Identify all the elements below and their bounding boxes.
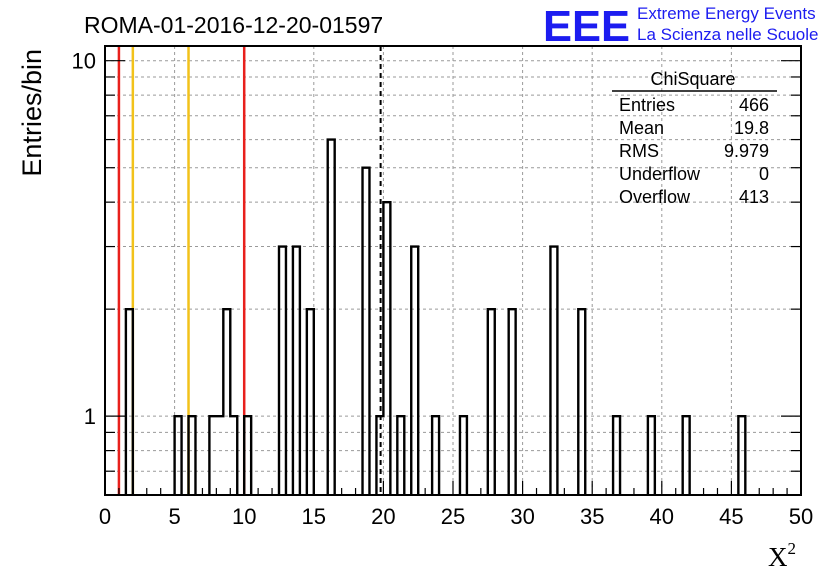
- histogram-outline: [124, 138, 747, 495]
- x-tick-label: 30: [510, 504, 534, 529]
- stats-value: 9.979: [724, 141, 769, 161]
- stats-value: 466: [739, 95, 769, 115]
- x-tick-labels: 0 5 10 15 20 25 30 35 40 45 50: [99, 504, 813, 529]
- axis-ticks: [104, 60, 802, 496]
- chart-title: ROMA-01-2016-12-20-01597: [84, 12, 383, 38]
- y-tick-label: 1: [84, 404, 96, 429]
- stats-value: 19.8: [734, 118, 769, 138]
- logo-line-2: La Scienza nelle Scuole: [637, 25, 818, 44]
- stats-box-title: ChiSquare: [650, 69, 735, 89]
- x-tick-label: 50: [789, 504, 813, 529]
- x-tick-label: 40: [650, 504, 674, 529]
- y-tick-label: 10: [72, 49, 96, 74]
- stats-value: 0: [759, 164, 769, 184]
- x-axis-label-superscript: 2: [788, 539, 797, 558]
- stats-value: 413: [739, 187, 769, 207]
- stats-label: Mean: [619, 118, 664, 138]
- x-tick-label: 15: [302, 504, 326, 529]
- stats-label: RMS: [619, 141, 659, 161]
- x-tick-label: 20: [371, 504, 395, 529]
- logo-mark: EEE: [543, 2, 630, 51]
- stats-box: ChiSquare Entries 466 Mean 19.8 RMS 9.979 Unde…: [612, 69, 777, 207]
- x-axis-label-symbol: X: [768, 542, 788, 572]
- y-axis-label: Entries/bin: [17, 49, 47, 177]
- logo-line-1: Extreme Energy Events: [637, 4, 816, 23]
- x-tick-label: 10: [232, 504, 256, 529]
- x-tick-label: 5: [168, 504, 180, 529]
- stats-box-rows: Entries 466 Mean 19.8 RMS 9.979 Underflow 0 Over…: [619, 95, 769, 207]
- x-tick-label: 0: [99, 504, 111, 529]
- stats-label: Overflow: [619, 187, 691, 207]
- x-tick-label: 25: [441, 504, 465, 529]
- stats-label: Underflow: [619, 164, 701, 184]
- x-tick-label: 45: [719, 504, 743, 529]
- x-axis-label: X2: [768, 539, 796, 572]
- y-tick-labels: 1 10: [72, 49, 96, 429]
- stats-label: Entries: [619, 95, 675, 115]
- eee-logo: EEE Extreme Energy Events La Scienza nel…: [543, 2, 818, 51]
- x-tick-label: 35: [580, 504, 604, 529]
